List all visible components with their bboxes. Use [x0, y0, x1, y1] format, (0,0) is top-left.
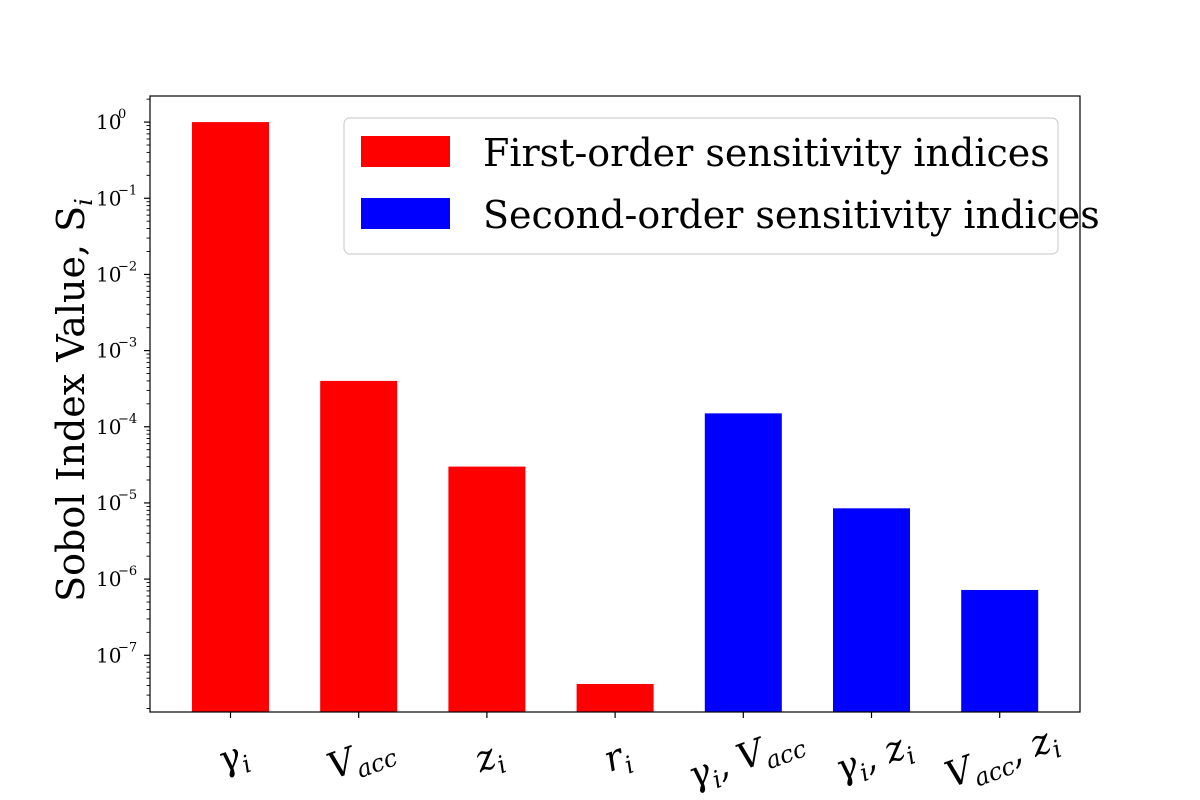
y-tick-label: 10: [96, 339, 121, 363]
legend: First-order sensitivity indices Second-o…: [343, 117, 1100, 255]
y-tick-label: 10: [96, 567, 121, 591]
y-tick-exponent: −7: [118, 640, 137, 655]
bar-first-order-1: [320, 380, 398, 712]
bar-first-order-0: [192, 122, 269, 713]
x-tick-label: ri: [598, 734, 637, 786]
x-tick-label: γi, zi: [830, 724, 920, 794]
legend-label-first-order: First-order sensitivity indices: [483, 131, 1050, 175]
bar-second-order-6: [961, 589, 1039, 712]
y-tick-exponent: −1: [118, 183, 137, 198]
y-tick-label: 10: [96, 186, 121, 210]
x-tick-label: zi: [468, 733, 510, 786]
legend-label-second-order: Second-order sensitivity indices: [483, 193, 1100, 237]
x-axis: γi Vacc zi ri γi, Vacc γi, zi Vacc, zi: [212, 712, 1065, 800]
y-tick-exponent: −3: [118, 336, 137, 351]
legend-swatch-second-order: [361, 198, 450, 229]
y-tick-label: 10: [96, 415, 121, 439]
y-axis-label-subscript: i: [70, 198, 98, 206]
y-tick-exponent: −4: [118, 412, 137, 427]
y-axis-label-text: Sobol Index Value, S: [49, 206, 93, 602]
x-tick-label: γi: [212, 733, 255, 786]
x-tick-label: γi, Vacc: [682, 718, 810, 800]
y-tick-label: 10: [96, 643, 121, 667]
bar-first-order-3: [576, 683, 654, 712]
legend-frame: [343, 117, 1059, 255]
y-tick-exponent: −6: [118, 564, 137, 579]
bars-group: [192, 122, 1039, 713]
legend-swatch-first-order: [361, 136, 450, 167]
bar-second-order-4: [704, 413, 782, 712]
y-axis-label: Sobol Index Value, Si: [49, 198, 98, 602]
y-tick-exponent: 0: [118, 107, 126, 122]
y-tick-label: 10: [96, 262, 121, 286]
bar-second-order-5: [833, 508, 910, 712]
y-tick-exponent: −2: [118, 259, 137, 274]
bar-first-order-2: [448, 466, 526, 712]
x-tick-label: Vacc: [322, 726, 401, 792]
y-tick-label: 10: [96, 110, 121, 134]
y-tick-exponent: −5: [118, 488, 137, 503]
y-tick-label: 10: [96, 491, 121, 515]
x-tick-label: Vacc, zi: [940, 718, 1065, 800]
